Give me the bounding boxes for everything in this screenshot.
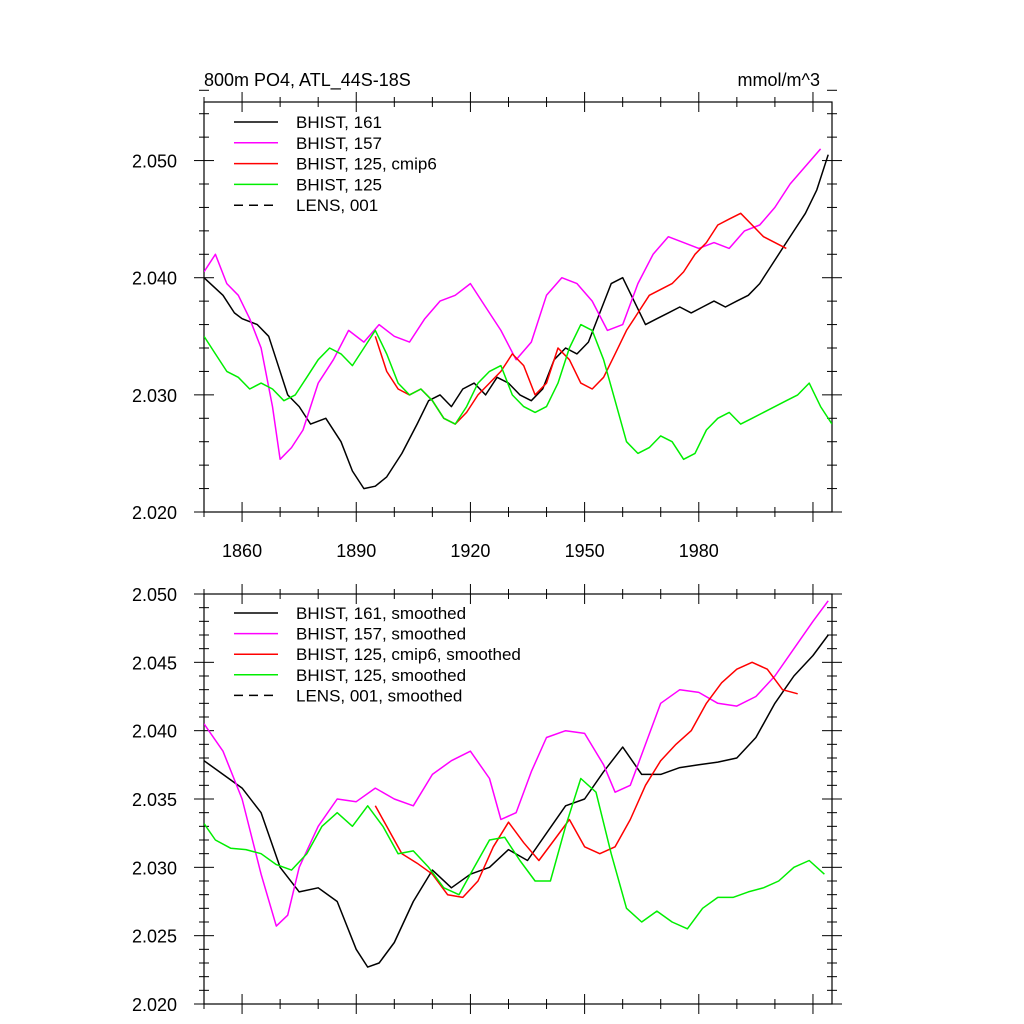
y-tick-label: 2.035 bbox=[132, 790, 177, 810]
legend-label-bhist-125-smoothed: BHIST, 125, smoothed bbox=[296, 666, 466, 685]
x-tick-label: 1920 bbox=[450, 541, 490, 561]
plot-frame bbox=[203, 101, 833, 513]
x-tick-label: 1980 bbox=[679, 541, 719, 561]
series-line-bhist-161-smoothed bbox=[204, 634, 829, 968]
x-tick-label: 1890 bbox=[336, 541, 376, 561]
series-line-bhist-157-smoothed bbox=[204, 600, 829, 927]
series-line-bhist-157 bbox=[204, 148, 822, 461]
series-line-bhist-125-cmip6-smoothed bbox=[374, 661, 798, 899]
x-tick-label: 1950 bbox=[565, 541, 605, 561]
y-tick-label: 2.030 bbox=[132, 386, 177, 406]
legend-label-bhist-157: BHIST, 157 bbox=[296, 134, 382, 153]
x-tick-label: 1860 bbox=[222, 541, 262, 561]
legend-label-lens-001-smoothed: LENS, 001, smoothed bbox=[296, 686, 462, 705]
y-tick-label: 2.050 bbox=[132, 152, 177, 172]
y-tick-label: 2.030 bbox=[132, 858, 177, 878]
y-tick-label: 2.040 bbox=[132, 269, 177, 289]
legend-label-lens-001: LENS, 001 bbox=[296, 196, 378, 215]
legend-label-bhist-157-smoothed: BHIST, 157, smoothed bbox=[296, 625, 466, 644]
units-label: mmol/m^3 bbox=[738, 70, 820, 90]
legend-label-bhist-125-cmip6: BHIST, 125, cmip6 bbox=[296, 155, 437, 174]
y-tick-label: 2.020 bbox=[132, 995, 177, 1015]
y-tick-label: 2.045 bbox=[132, 653, 177, 673]
series-line-bhist-161 bbox=[204, 154, 829, 490]
legend-label-bhist-125-cmip6-smoothed: BHIST, 125, cmip6, smoothed bbox=[296, 645, 521, 664]
legend-label-bhist-161: BHIST, 161 bbox=[296, 113, 382, 132]
series-line-bhist-125 bbox=[204, 323, 832, 461]
series-line-bhist-125-smoothed bbox=[204, 777, 825, 930]
legend-label-bhist-125: BHIST, 125 bbox=[296, 175, 382, 194]
y-tick-label: 2.020 bbox=[132, 503, 177, 523]
chart-title: 800m PO4, ATL_44S-18S bbox=[204, 70, 411, 91]
bottom-panel: 2.020 2.025 2.030 2.035 2.040 2.045 2.050 BHIST… bbox=[132, 584, 842, 1015]
y-tick-label: 2.040 bbox=[132, 722, 177, 742]
y-tick-label: 2.025 bbox=[132, 927, 177, 947]
series-line-bhist-125-cmip6 bbox=[374, 212, 787, 425]
legend-label-bhist-161-smoothed: BHIST, 161, smoothed bbox=[296, 604, 466, 623]
y-tick-label: 2.050 bbox=[132, 585, 177, 605]
top-panel: 1860 1890 1920 1950 1980 2.020 2.030 2.040 2.050… bbox=[132, 89, 842, 561]
